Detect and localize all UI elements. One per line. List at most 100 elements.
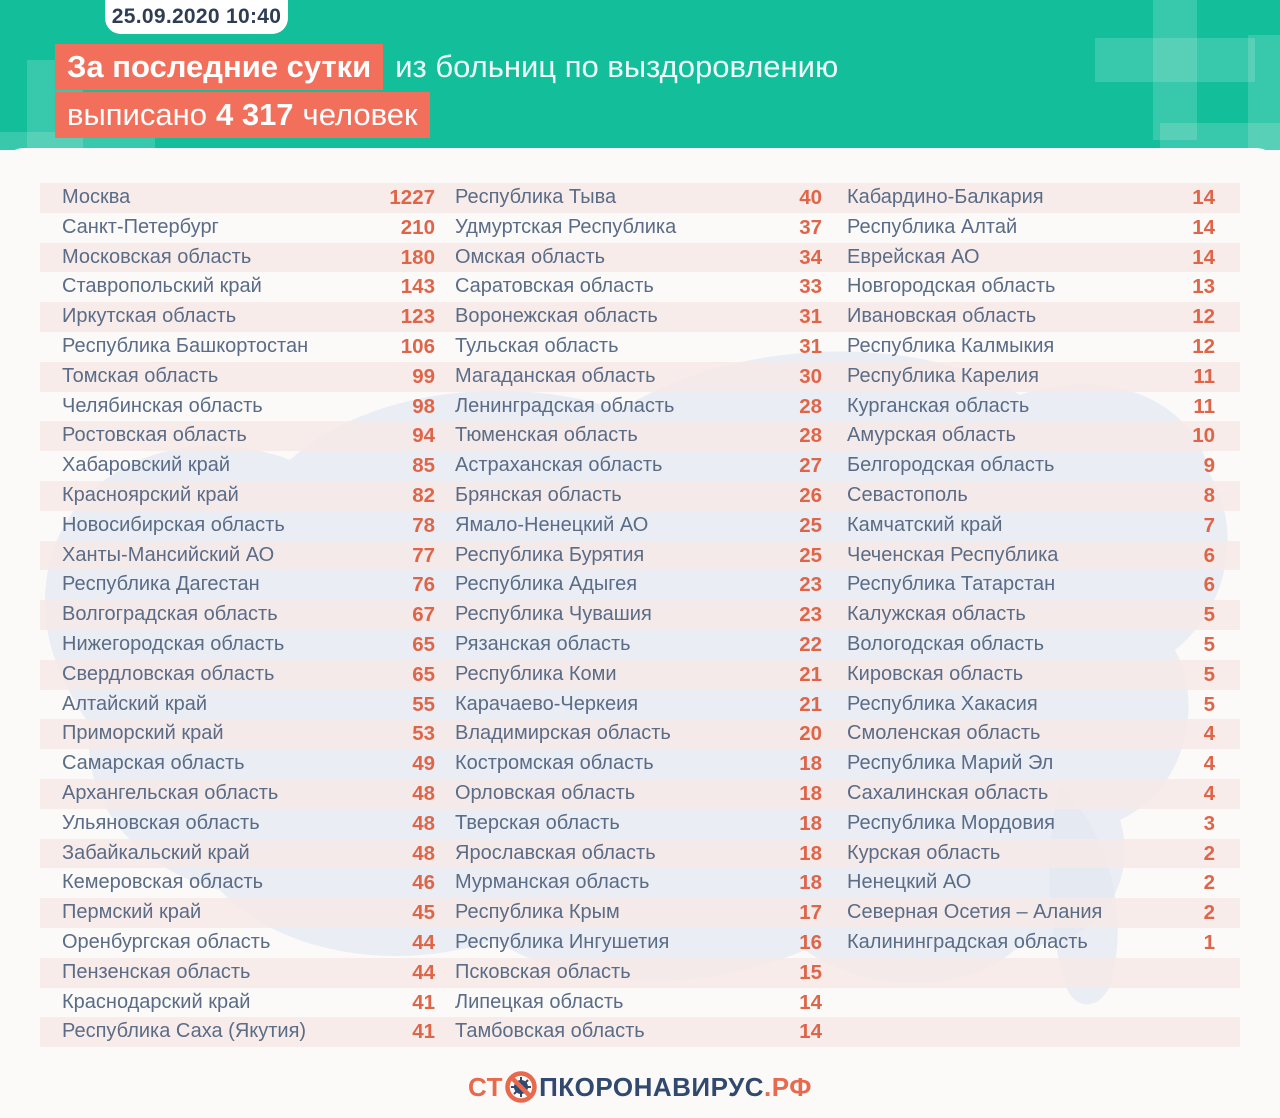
region-value: 25 bbox=[799, 513, 822, 537]
region-name: Северная Осетия – Алания bbox=[847, 901, 1103, 924]
table-row: Москва 1227 Республика Тыва 40 Кабардино… bbox=[40, 183, 1240, 213]
region-value: 12 bbox=[1192, 305, 1215, 329]
region-name: Алтайский край bbox=[62, 692, 208, 715]
column-gap bbox=[822, 392, 847, 422]
column-gap bbox=[822, 183, 847, 213]
region-value: 76 bbox=[412, 573, 435, 597]
column-gap bbox=[435, 302, 455, 332]
region-value: 15 bbox=[799, 960, 822, 984]
column-gap bbox=[822, 719, 847, 749]
region-name: Республика Ингушетия bbox=[455, 930, 670, 953]
region-name: Курганская область bbox=[847, 394, 1030, 417]
table-row: Ульяновская область 48 Тверская область … bbox=[40, 809, 1240, 839]
region-value: 41 bbox=[412, 990, 435, 1014]
table-row: Краснодарский край 41 Липецкая область 1… bbox=[40, 988, 1240, 1018]
region-value: 210 bbox=[400, 215, 435, 239]
region-value: 14 bbox=[799, 1020, 822, 1044]
region-value: 1227 bbox=[389, 186, 435, 209]
column-gap bbox=[822, 988, 847, 1018]
region-value: 28 bbox=[799, 424, 822, 448]
region-value: 4 bbox=[1203, 781, 1215, 805]
region-name: Владимирская область bbox=[455, 722, 671, 745]
region-value: 14 bbox=[799, 990, 822, 1014]
region-name: Рязанская область bbox=[455, 632, 631, 655]
region-name: Кировская область bbox=[847, 662, 1024, 685]
region-name: Белгородская область bbox=[847, 454, 1055, 477]
region-name: Республика Марий Эл bbox=[847, 752, 1054, 775]
region-value: 12 bbox=[1192, 334, 1215, 358]
region-value: 25 bbox=[799, 543, 822, 567]
region-value: 11 bbox=[1193, 394, 1215, 418]
region-name: Магаданская область bbox=[455, 364, 656, 387]
region-value: 6 bbox=[1203, 573, 1215, 597]
region-name: Московская область bbox=[62, 245, 252, 268]
region-name: Новосибирская область bbox=[62, 513, 285, 536]
region-name: Нижегородская область bbox=[62, 632, 285, 655]
column-gap bbox=[435, 988, 455, 1018]
region-value: 46 bbox=[412, 871, 435, 895]
region-name: Калужская область bbox=[847, 603, 1026, 626]
region-name: Республика Бурятия bbox=[455, 543, 645, 566]
region-value: 48 bbox=[412, 841, 435, 865]
region-value: 99 bbox=[412, 364, 435, 388]
table-row: Архангельская область 48 Орловская облас… bbox=[40, 778, 1240, 809]
region-value: 77 bbox=[412, 543, 435, 567]
column-gap bbox=[822, 809, 847, 839]
column-gap bbox=[822, 362, 847, 392]
region-value: 18 bbox=[799, 781, 822, 805]
table-row: Алтайский край 55 Карачаево-Черкеия 21 Р… bbox=[40, 690, 1240, 720]
column-gap bbox=[435, 243, 455, 273]
region-name: Республика Калмыкия bbox=[847, 334, 1055, 357]
column-gap bbox=[435, 392, 455, 422]
region-name: Ярославская область bbox=[455, 841, 656, 864]
region-value: 85 bbox=[412, 454, 435, 478]
column-gap bbox=[822, 868, 847, 898]
table-row: Новосибирская область 78 Ямало-Ненецкий … bbox=[40, 511, 1240, 541]
column-gap bbox=[435, 541, 455, 571]
region-value: 94 bbox=[412, 424, 435, 448]
region-value: 14 bbox=[1192, 215, 1215, 239]
column-gap bbox=[822, 1017, 847, 1047]
column-gap bbox=[822, 570, 847, 600]
table-row: Хабаровский край 85 Астраханская область… bbox=[40, 451, 1240, 481]
table-row: Томская область 99 Магаданская область 3… bbox=[40, 361, 1240, 392]
column-gap bbox=[435, 660, 455, 690]
column-gap bbox=[822, 630, 847, 660]
region-name: Смоленская область bbox=[847, 722, 1041, 745]
region-value: 21 bbox=[799, 692, 822, 716]
region-value: 13 bbox=[1192, 275, 1215, 299]
region-name: Кемеровская область bbox=[62, 871, 264, 894]
region-name: Севастополь bbox=[847, 483, 968, 506]
region-value: 17 bbox=[799, 901, 822, 925]
region-name: Краснодарский край bbox=[62, 990, 251, 1013]
region-name bbox=[847, 1017, 1177, 1047]
region-name: Томская область bbox=[62, 364, 219, 387]
column-gap bbox=[435, 958, 455, 988]
region-name: Республика Дагестан bbox=[62, 573, 260, 596]
region-value: 65 bbox=[412, 662, 435, 686]
region-name: Тверская область bbox=[455, 811, 620, 834]
region-value: 31 bbox=[799, 305, 822, 329]
region-name: Пензенская область bbox=[62, 960, 251, 983]
region-name: Республика Коми bbox=[455, 662, 617, 685]
region-name: Кабардино-Балкария bbox=[847, 186, 1044, 208]
region-name: Удмуртская Республика bbox=[455, 215, 677, 238]
content-area: Москва 1227 Республика Тыва 40 Кабардино… bbox=[0, 148, 1280, 1118]
region-value: 5 bbox=[1203, 603, 1215, 627]
column-gap bbox=[822, 213, 847, 243]
region-name: Вологодская область bbox=[847, 632, 1045, 655]
region-name: Пермский край bbox=[62, 901, 202, 924]
region-value: 37 bbox=[799, 215, 822, 239]
region-value: 23 bbox=[799, 603, 822, 627]
region-name: Еврейская АО bbox=[847, 245, 980, 268]
headline-rest: из больниц по выздоровлению bbox=[395, 49, 839, 84]
table-row: Московская область 180 Омская область 34… bbox=[40, 242, 1240, 273]
region-name: Республика Башкортостан bbox=[62, 334, 309, 357]
region-name: Курская область bbox=[847, 841, 1001, 864]
region-name: Чеченская Республика bbox=[847, 543, 1059, 566]
column-gap bbox=[822, 839, 847, 869]
table-row: Забайкальский край 48 Ярославская област… bbox=[40, 838, 1240, 869]
column-gap bbox=[435, 183, 455, 213]
region-name: Республика Крым bbox=[455, 901, 620, 924]
region-value: 33 bbox=[799, 275, 822, 299]
